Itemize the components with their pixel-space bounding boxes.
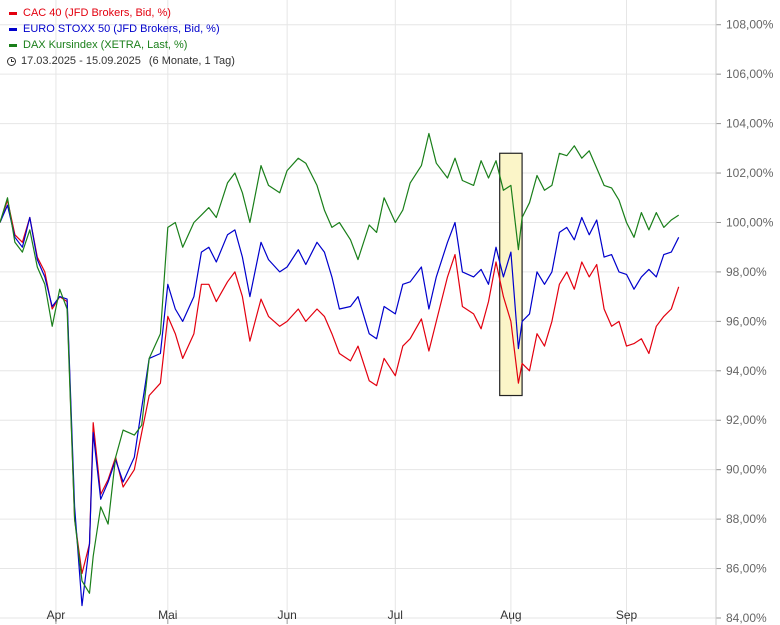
y-tick-label: 98,00%	[726, 265, 767, 279]
y-tick-label: 104,00%	[726, 117, 774, 131]
series-line-1	[0, 204, 680, 607]
x-tick-label: Mai	[158, 608, 177, 622]
y-tick-label: 94,00%	[726, 364, 767, 378]
legend-swatch-cac40	[9, 11, 17, 15]
y-tick-label: 92,00%	[726, 413, 767, 427]
series-line-0	[0, 199, 680, 575]
legend-label-cac40: CAC 40 (JFD Brokers, Bid, %)	[23, 7, 171, 19]
legend-period-row: 17.03.2025 - 15.09.2025 (6 Monate, 1 Tag…	[6, 53, 235, 69]
y-axis: 84,00% 86,00% 88,00% 90,00% 92,00% 94,00% 96,0…	[715, 0, 774, 625]
x-axis: Apr Mai Jun Jul Aug Sep	[47, 608, 638, 624]
series-line-2	[0, 132, 680, 594]
legend-label-dax: DAX Kursindex (XETRA, Last, %)	[23, 39, 188, 51]
y-tick-label: 102,00%	[726, 166, 774, 180]
legend: CAC 40 (JFD Brokers, Bid, %) EURO STOXX …	[6, 5, 235, 69]
y-tick-label: 106,00%	[726, 67, 774, 81]
highlight-box	[499, 152, 523, 397]
y-tick-label: 90,00%	[726, 463, 767, 477]
series-lines	[0, 132, 680, 607]
legend-item-cac40[interactable]: CAC 40 (JFD Brokers, Bid, %)	[6, 5, 235, 21]
y-tick-label: 86,00%	[726, 562, 767, 576]
date-range: 17.03.2025 - 15.09.2025	[21, 55, 141, 67]
x-tick-label: Sep	[616, 608, 638, 622]
y-tick-label: 108,00%	[726, 18, 774, 32]
x-tick-label: Jun	[277, 608, 296, 622]
y-tick-label: 100,00%	[726, 215, 774, 229]
y-tick-label: 88,00%	[726, 512, 767, 526]
x-tick-label: Apr	[47, 608, 66, 622]
legend-swatch-dax	[9, 43, 17, 47]
legend-swatch-eurostoxx50	[9, 27, 17, 31]
legend-item-dax[interactable]: DAX Kursindex (XETRA, Last, %)	[6, 37, 235, 53]
x-tick-label: Jul	[388, 608, 403, 622]
legend-label-eurostoxx50: EURO STOXX 50 (JFD Brokers, Bid, %)	[23, 23, 220, 35]
y-tick-label: 96,00%	[726, 314, 767, 328]
legend-item-eurostoxx50[interactable]: EURO STOXX 50 (JFD Brokers, Bid, %)	[6, 21, 235, 37]
highlight-rect	[499, 152, 523, 397]
x-tick-label: Aug	[500, 608, 521, 622]
clock-icon	[7, 56, 16, 66]
grid-lines	[0, 0, 716, 619]
y-tick-label: 84,00%	[726, 611, 767, 625]
period-label: (6 Monate, 1 Tag)	[148, 55, 235, 67]
